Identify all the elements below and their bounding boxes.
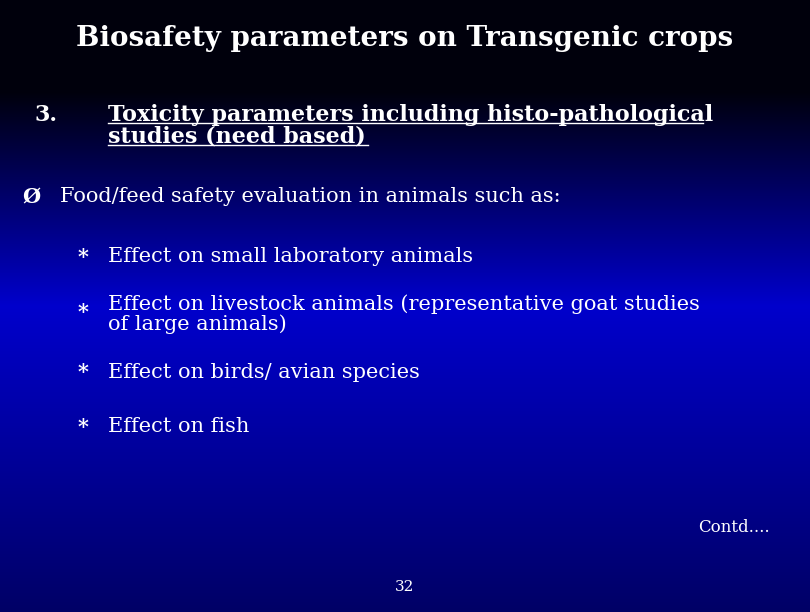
Text: *: * <box>78 362 89 382</box>
Text: Ø: Ø <box>22 187 40 207</box>
Text: Effect on small laboratory animals: Effect on small laboratory animals <box>108 247 473 266</box>
Text: *: * <box>78 302 89 322</box>
Text: *: * <box>78 417 89 437</box>
Text: Food/feed safety evaluation in animals such as:: Food/feed safety evaluation in animals s… <box>60 187 561 206</box>
Text: 32: 32 <box>395 580 415 594</box>
Text: Effect on fish: Effect on fish <box>108 417 249 436</box>
Text: Effect on livestock animals (representative goat studies: Effect on livestock animals (representat… <box>108 294 700 314</box>
Text: studies (need based): studies (need based) <box>108 126 366 148</box>
Text: Toxicity parameters including histo-pathological: Toxicity parameters including histo-path… <box>108 104 713 126</box>
Text: Biosafety parameters on Transgenic crops: Biosafety parameters on Transgenic crops <box>76 26 734 53</box>
Text: of large animals): of large animals) <box>108 314 287 334</box>
Text: Contd....: Contd.... <box>698 518 770 536</box>
Text: Effect on birds/ avian species: Effect on birds/ avian species <box>108 362 420 381</box>
Text: *: * <box>78 247 89 267</box>
Text: 3.: 3. <box>35 104 58 126</box>
